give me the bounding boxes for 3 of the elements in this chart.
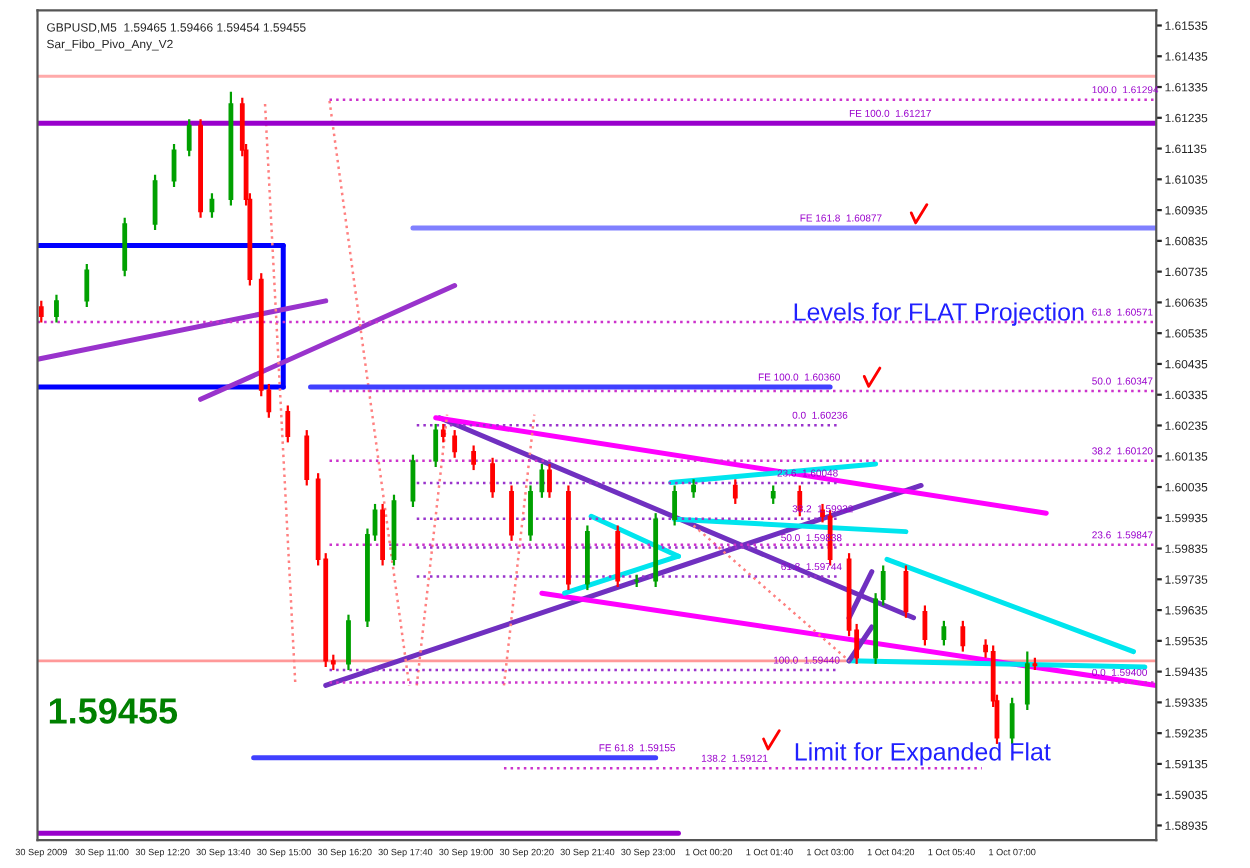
- annotation: Levels for FLAT Projection: [794, 302, 1084, 326]
- annotation: Limit for Expanded Flat: [795, 742, 1051, 766]
- annotation: 1.59455: [49, 698, 178, 724]
